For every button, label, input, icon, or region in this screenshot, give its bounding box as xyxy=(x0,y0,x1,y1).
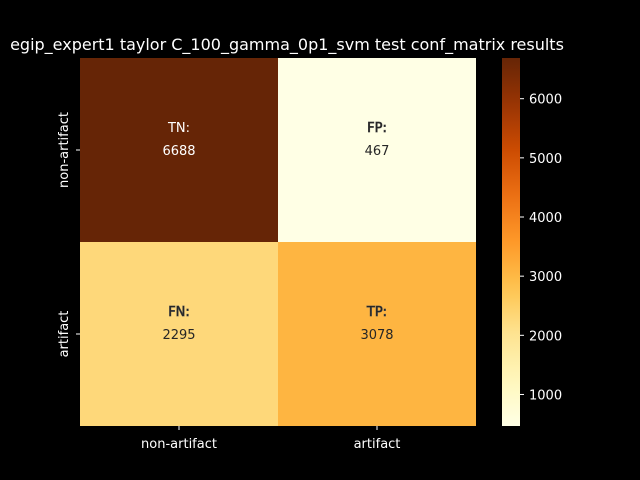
colorbar-gradient xyxy=(502,58,520,426)
colorbar-tick-label: 1000 xyxy=(529,388,562,403)
x-tick-label: non-artifact xyxy=(141,437,217,452)
cell-tag-label: TP: xyxy=(366,305,387,320)
cell-value-label: 2295 xyxy=(162,328,195,343)
y-tick-label: artifact xyxy=(57,311,72,358)
y-axis: non-artifact artifact xyxy=(57,112,80,357)
colorbar-tick-label: 6000 xyxy=(529,93,562,108)
colorbar-tick-label: 5000 xyxy=(529,152,562,167)
heatmap-cell xyxy=(278,58,476,242)
cell-value-label: 6688 xyxy=(162,144,195,159)
chart-title: egip_expert1 taylor C_100_gamma_0p1_svm … xyxy=(10,35,564,55)
cell-value-label: 3078 xyxy=(360,328,393,343)
colorbar: 1000 2000 3000 4000 5000 6000 xyxy=(502,58,562,426)
colorbar-tick-label: 4000 xyxy=(529,211,562,226)
colorbar-tick-label: 3000 xyxy=(529,270,562,285)
heatmap-cell xyxy=(80,58,278,242)
heatmap-cell xyxy=(80,242,278,426)
x-axis: non-artifact artifact xyxy=(141,426,400,452)
cell-tag-label: FP: xyxy=(367,121,387,136)
cell-value-label: 467 xyxy=(365,144,390,159)
cell-tag-label: TN: xyxy=(167,121,190,136)
x-tick-label: artifact xyxy=(354,437,401,452)
heatmap-cell xyxy=(278,242,476,426)
y-tick-label: non-artifact xyxy=(57,112,72,188)
colorbar-tick-label: 2000 xyxy=(529,329,562,344)
heatmap-cells: TN: 6688 FP: 467 FN: 2295 TP: 3078 xyxy=(80,58,476,426)
cell-tag-label: FN: xyxy=(168,305,190,320)
